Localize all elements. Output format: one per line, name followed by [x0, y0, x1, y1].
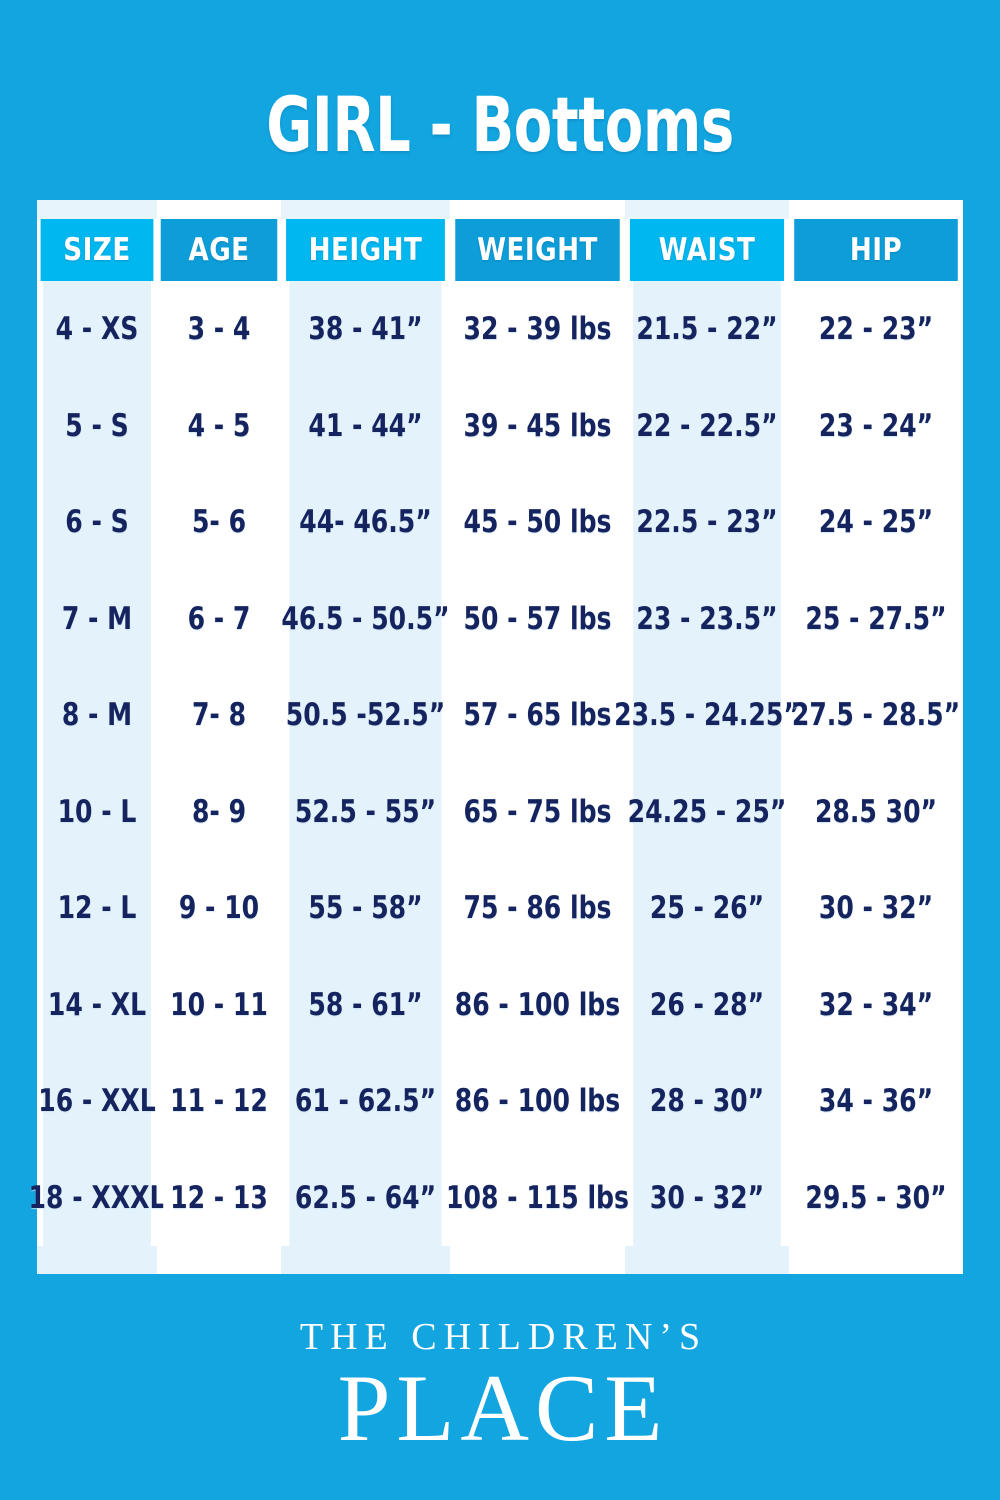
- preheader-cell-age: [157, 200, 281, 219]
- table-row: 57 - 65 lbs: [458, 667, 617, 764]
- table-row: 50 - 57 lbs: [458, 570, 617, 667]
- table-row: 32 - 39 lbs: [458, 281, 617, 378]
- table-row: 55 - 58”: [289, 860, 442, 957]
- table-row: 5- 6: [163, 474, 275, 571]
- table-row: 46.5 - 50.5”: [281, 570, 450, 667]
- table-row: 24.25 - 25”: [628, 763, 786, 860]
- table-row: 18 - XXXL: [29, 1149, 165, 1246]
- table-row: 25 - 27.5”: [797, 570, 955, 667]
- table-row: 86 - 100 lbs: [455, 956, 620, 1053]
- table-row: 8- 9: [163, 763, 275, 860]
- table-row: 50.5 -52.5”: [286, 667, 445, 764]
- table-row: 6 - S: [43, 474, 151, 571]
- table-row: 86 - 100 lbs: [455, 1053, 620, 1150]
- table-row: 27.5 - 28.5”: [792, 667, 960, 764]
- table-row: 62.5 - 64”: [289, 1149, 442, 1246]
- table-row: 25 - 26”: [633, 860, 781, 957]
- table-row: 108 - 115 lbs: [446, 1149, 629, 1246]
- table-row: 10 - L: [43, 763, 151, 860]
- table-row: 28.5 30”: [797, 763, 955, 860]
- brand-logo-line-1: THE CHILDREN’S: [299, 1316, 708, 1358]
- brand-logo: THE CHILDREN’S PLACE: [0, 1318, 1000, 1457]
- table-row: 30 - 32”: [633, 1149, 781, 1246]
- table-row: 75 - 86 lbs: [458, 860, 617, 957]
- table-row: 23 - 24”: [797, 377, 955, 474]
- preheader-cell-weight: [450, 200, 625, 219]
- table-header-row: SIZE AGE HEIGHT WEIGHT WAIST HIP: [37, 219, 963, 281]
- table-body: 4 - XS 3 - 4 38 - 41” 32 - 39 lbs 21.5 -…: [29, 281, 963, 1246]
- column-header-hip: HIP: [794, 219, 958, 281]
- column-header-weight: WEIGHT: [455, 219, 620, 281]
- preheader-cell-height: [281, 200, 450, 219]
- table-row: 65 - 75 lbs: [458, 763, 617, 860]
- postrow-cell-weight: [450, 1246, 625, 1274]
- table-row: 6 - 7: [163, 570, 275, 667]
- table-row: 14 - XL: [43, 956, 151, 1053]
- postrow-cell-hip: [789, 1246, 963, 1274]
- table-row: 9 - 10: [163, 860, 275, 957]
- table-row: 28 - 30”: [633, 1053, 781, 1150]
- table-row: 38 - 41”: [289, 281, 442, 378]
- table-row: 22 - 22.5”: [633, 377, 781, 474]
- column-header-waist: WAIST: [629, 219, 785, 281]
- brand-logo-line-2: PLACE: [337, 1355, 669, 1461]
- table-row: 7- 8: [163, 667, 275, 764]
- table-row: 58 - 61”: [289, 956, 442, 1053]
- table-row: 10 - 11: [163, 956, 275, 1053]
- preheader-cell-waist: [625, 200, 789, 219]
- preheader-cell-size: [37, 200, 157, 219]
- table-row: 12 - L: [43, 860, 151, 957]
- table-row: 4 - 5: [163, 377, 275, 474]
- table-row: 23 - 23.5”: [633, 570, 781, 667]
- column-header-age: AGE: [160, 219, 278, 281]
- postrow-cell-size: [37, 1246, 157, 1274]
- postrow-cell-height: [281, 1246, 450, 1274]
- table-row: 32 - 34”: [797, 956, 955, 1053]
- table-preheader-strip: [37, 200, 963, 219]
- preheader-cell-hip: [789, 200, 963, 219]
- table-row: 24 - 25”: [797, 474, 955, 571]
- page-title-area: GIRL - Bottoms: [0, 70, 1000, 180]
- table-row: 52.5 - 55”: [289, 763, 442, 860]
- postrow-cell-age: [157, 1246, 281, 1274]
- page-title: GIRL - Bottoms: [266, 80, 734, 169]
- size-chart-table: SIZE AGE HEIGHT WEIGHT WAIST HIP 4 - XS …: [29, 200, 963, 1274]
- table-row: 29.5 - 30”: [797, 1149, 955, 1246]
- table-row: 44- 46.5”: [289, 474, 442, 571]
- column-header-height: HEIGHT: [286, 219, 445, 281]
- table-row: 3 - 4: [163, 281, 275, 378]
- table-row: 22.5 - 23”: [633, 474, 781, 571]
- table-row: 7 - M: [43, 570, 151, 667]
- table-row: 22 - 23”: [797, 281, 955, 378]
- table-row: 41 - 44”: [289, 377, 442, 474]
- table-row: 30 - 32”: [797, 860, 955, 957]
- column-header-size: SIZE: [40, 219, 154, 281]
- table-row: 45 - 50 lbs: [458, 474, 617, 571]
- table-row: 5 - S: [43, 377, 151, 474]
- table-row: 8 - M: [43, 667, 151, 764]
- table-row: 11 - 12: [163, 1053, 275, 1150]
- table-row: 16 - XXL: [38, 1053, 156, 1150]
- table-row: 21.5 - 22”: [633, 281, 781, 378]
- table-row: 61 - 62.5”: [289, 1053, 442, 1150]
- table-row: 34 - 36”: [797, 1053, 955, 1150]
- table-row: 12 - 13: [163, 1149, 275, 1246]
- table-row: 39 - 45 lbs: [458, 377, 617, 474]
- table-row: 23.5 - 24.25”: [614, 667, 800, 764]
- table-footer-strip: [37, 1246, 963, 1274]
- table-row: 4 - XS: [43, 281, 151, 378]
- postrow-cell-waist: [625, 1246, 789, 1274]
- table-row: 26 - 28”: [633, 956, 781, 1053]
